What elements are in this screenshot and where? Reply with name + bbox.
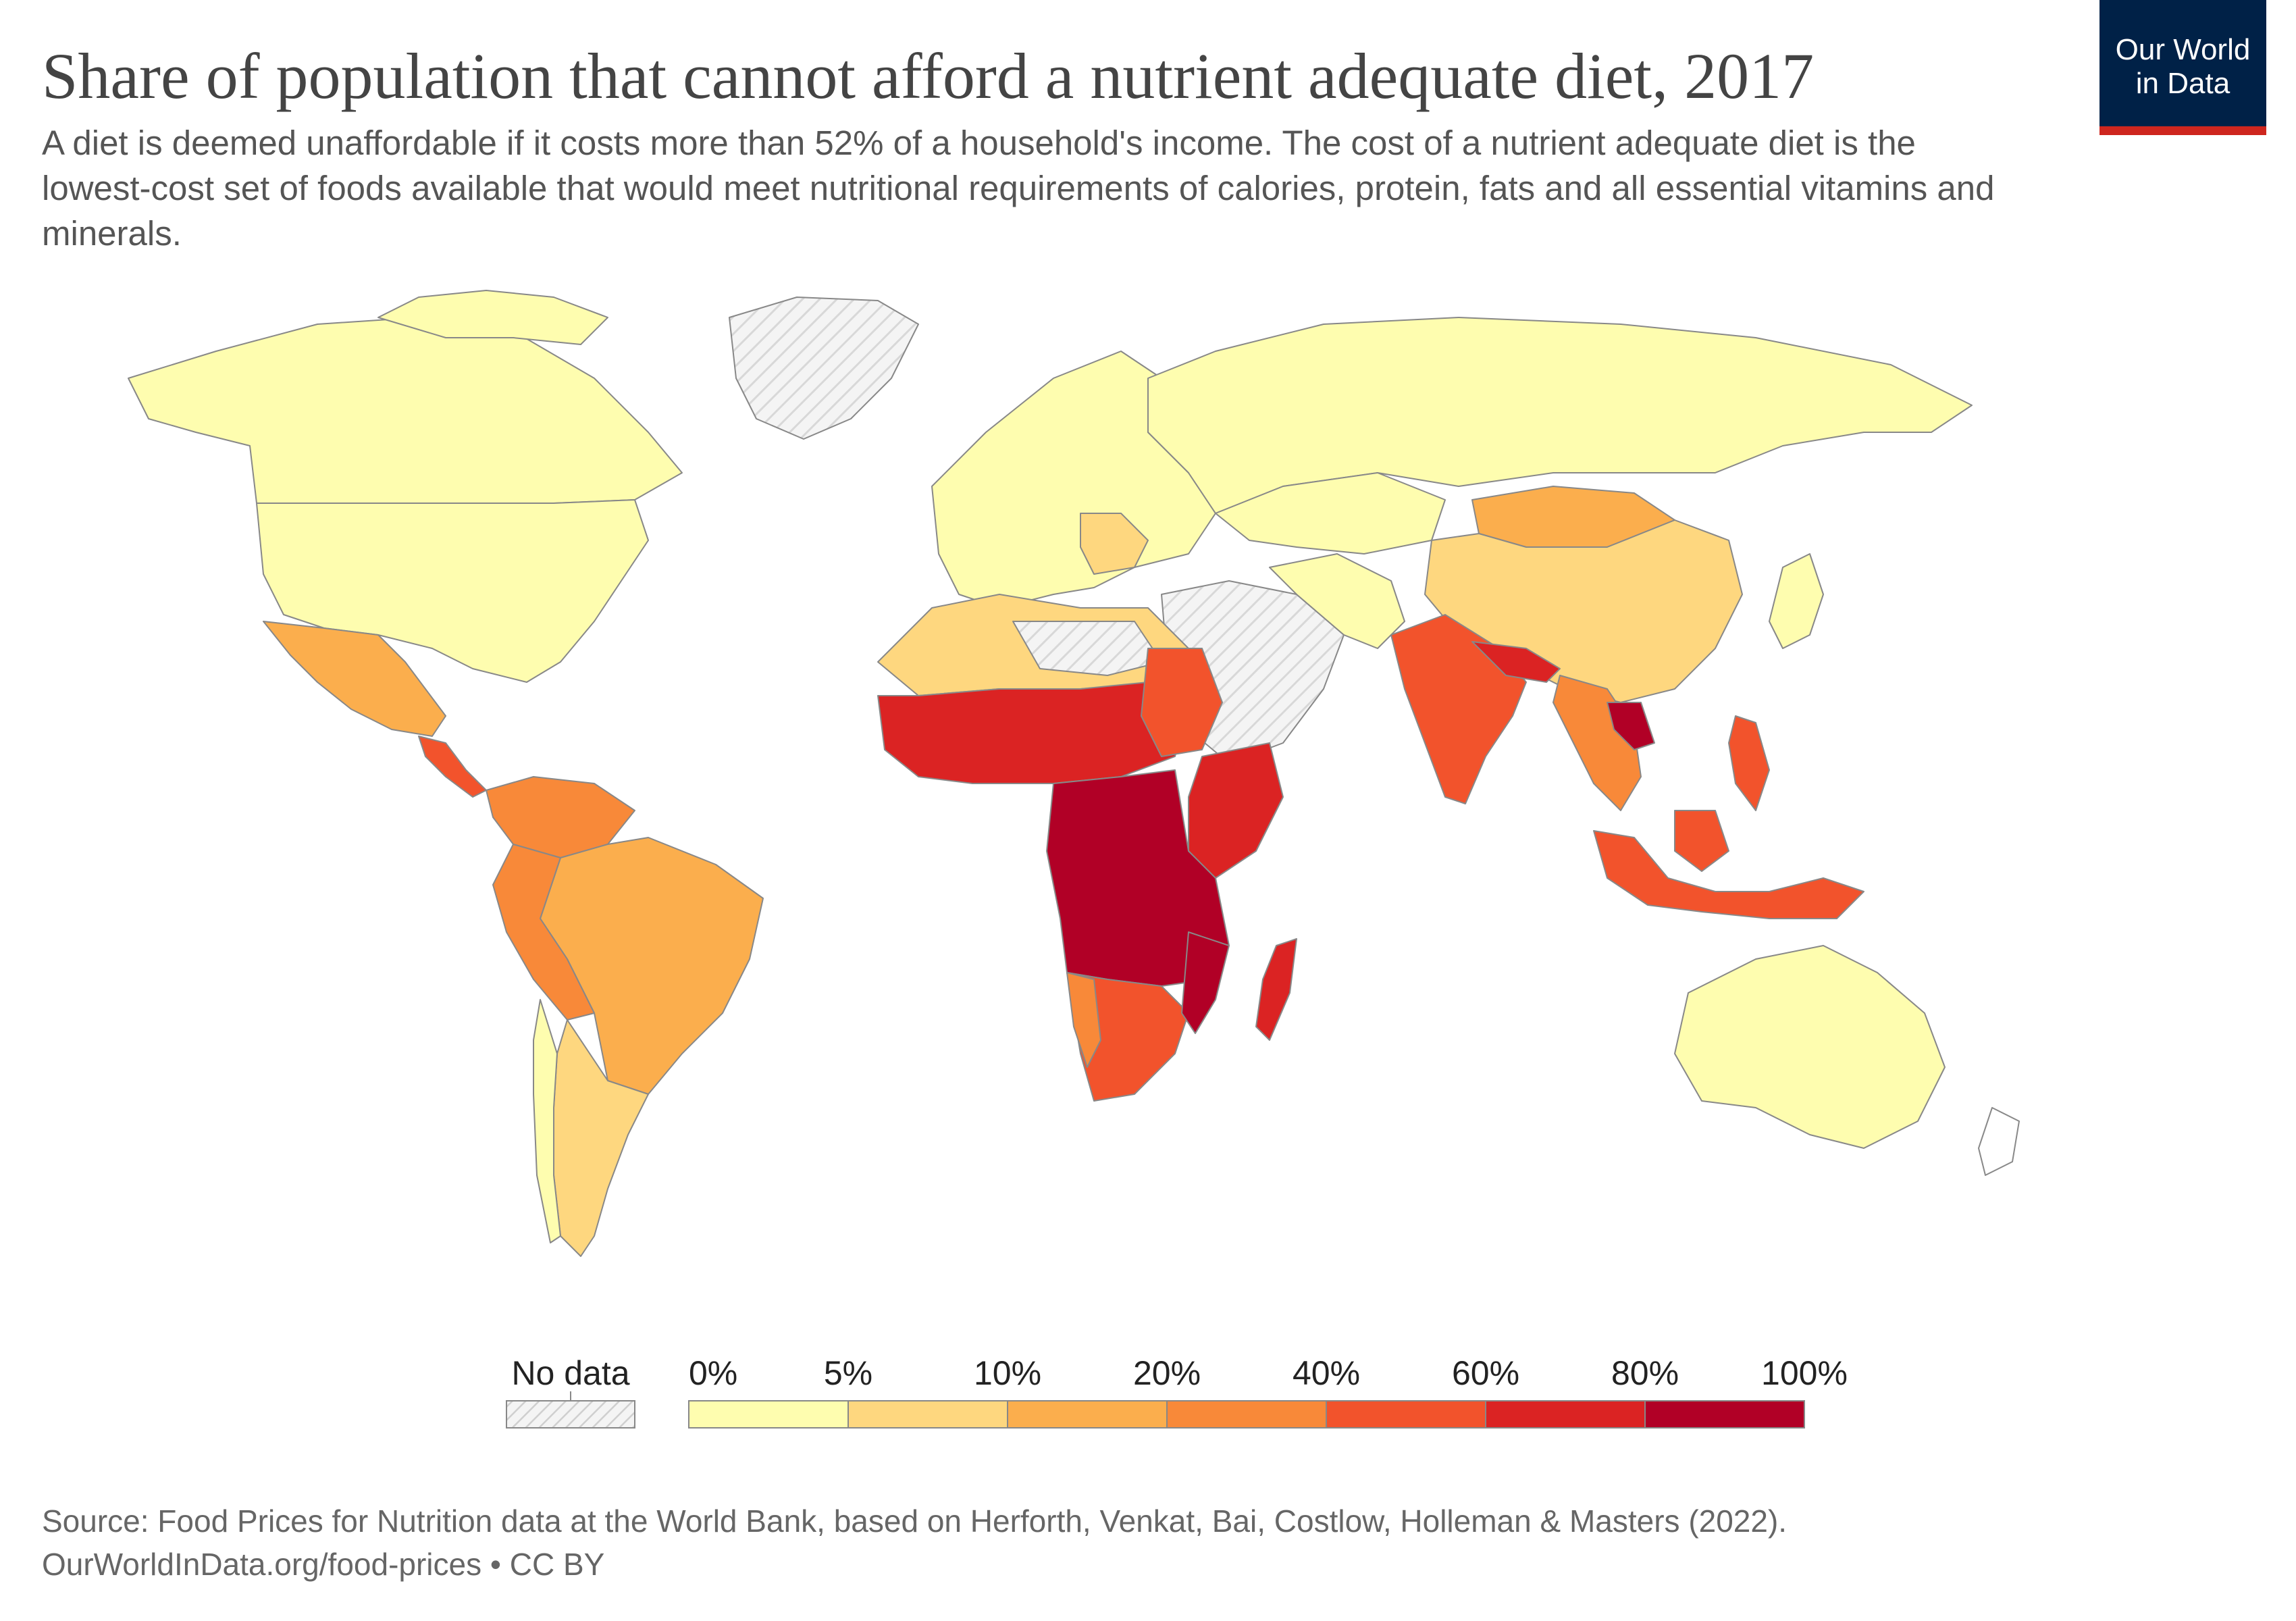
footer-line-2: OurWorldInData.org/food-prices • CC BY (42, 1543, 2203, 1586)
logo-line-2: in Data (2135, 66, 2230, 100)
footer-separator: • (490, 1547, 501, 1582)
region-sahel[interactable] (877, 681, 1189, 784)
region-namibia[interactable] (1066, 972, 1101, 1068)
region-usa[interactable] (256, 499, 649, 683)
region-indonesia[interactable] (1593, 830, 1864, 919)
region-greenland[interactable] (729, 297, 919, 440)
legend-tick-label-6: 80% (1611, 1354, 1679, 1392)
world-map[interactable] (0, 284, 2296, 1297)
legend-bin-1[interactable] (847, 1400, 1008, 1429)
legend-bin-2[interactable] (1007, 1400, 1168, 1429)
region-balkans[interactable] (1080, 513, 1149, 575)
legend-tick-label-4: 40% (1293, 1354, 1360, 1392)
legend-no-data-label: No data (511, 1354, 629, 1392)
region-east-africa[interactable] (1188, 742, 1284, 879)
chart-title: Share of population that cannot afford a… (42, 40, 1815, 112)
legend-bin-5[interactable] (1485, 1400, 1646, 1429)
region-australia[interactable] (1674, 945, 1946, 1149)
legend-tick-label-0: 0% (689, 1354, 737, 1392)
region-peru-bolivia[interactable] (492, 844, 595, 1021)
logo-line-1: Our World (2115, 32, 2251, 66)
region-japan[interactable] (1769, 553, 1824, 649)
legend-tick-label-3: 20% (1133, 1354, 1201, 1392)
legend-bin-3[interactable] (1166, 1400, 1327, 1429)
region-chile[interactable] (533, 999, 561, 1243)
region-mozambique[interactable] (1181, 931, 1230, 1034)
legend-bin-0[interactable] (688, 1400, 849, 1429)
region-philippines[interactable] (1728, 715, 1770, 811)
legend-tick-label-end: 100% (1761, 1354, 1848, 1392)
legend-tick-label-2: 10% (974, 1354, 1041, 1392)
legend-bin-6[interactable] (1644, 1400, 1805, 1429)
region-sahara-hatched[interactable] (1012, 621, 1162, 676)
legend-bin-4[interactable] (1326, 1400, 1486, 1429)
region-russia[interactable] (1147, 317, 1973, 514)
region-laos[interactable] (1607, 702, 1655, 750)
legend-tick-label-1: 5% (824, 1354, 872, 1392)
legend-tick-label-5: 60% (1452, 1354, 1519, 1392)
footer: Source: Food Prices for Nutrition data a… (42, 1499, 2203, 1586)
region-borneo[interactable] (1674, 810, 1729, 872)
legend: No data 0% 5% 10% 20% 40% 60% 80% 100% (506, 1354, 1848, 1429)
region-new-zealand[interactable] (1978, 1107, 2020, 1176)
region-mexico[interactable] (263, 621, 446, 737)
region-canada[interactable] (128, 317, 683, 504)
chart-subtitle: A diet is deemed unaffordable if it cost… (42, 124, 1995, 253)
region-central-america[interactable] (418, 736, 487, 798)
license[interactable]: CC BY (509, 1547, 605, 1582)
source-note: Source: Food Prices for Nutrition data a… (42, 1503, 1788, 1539)
region-arctic-islands[interactable] (377, 290, 608, 345)
region-nepal-bangladesh[interactable] (1471, 641, 1561, 683)
source-link[interactable]: OurWorldInData.org/food-prices (42, 1547, 482, 1582)
legend-no-data-swatch (506, 1400, 635, 1429)
region-madagascar[interactable] (1255, 938, 1297, 1041)
region-sudan[interactable] (1141, 648, 1223, 757)
owid-logo[interactable]: Our World in Data (2099, 0, 2266, 135)
